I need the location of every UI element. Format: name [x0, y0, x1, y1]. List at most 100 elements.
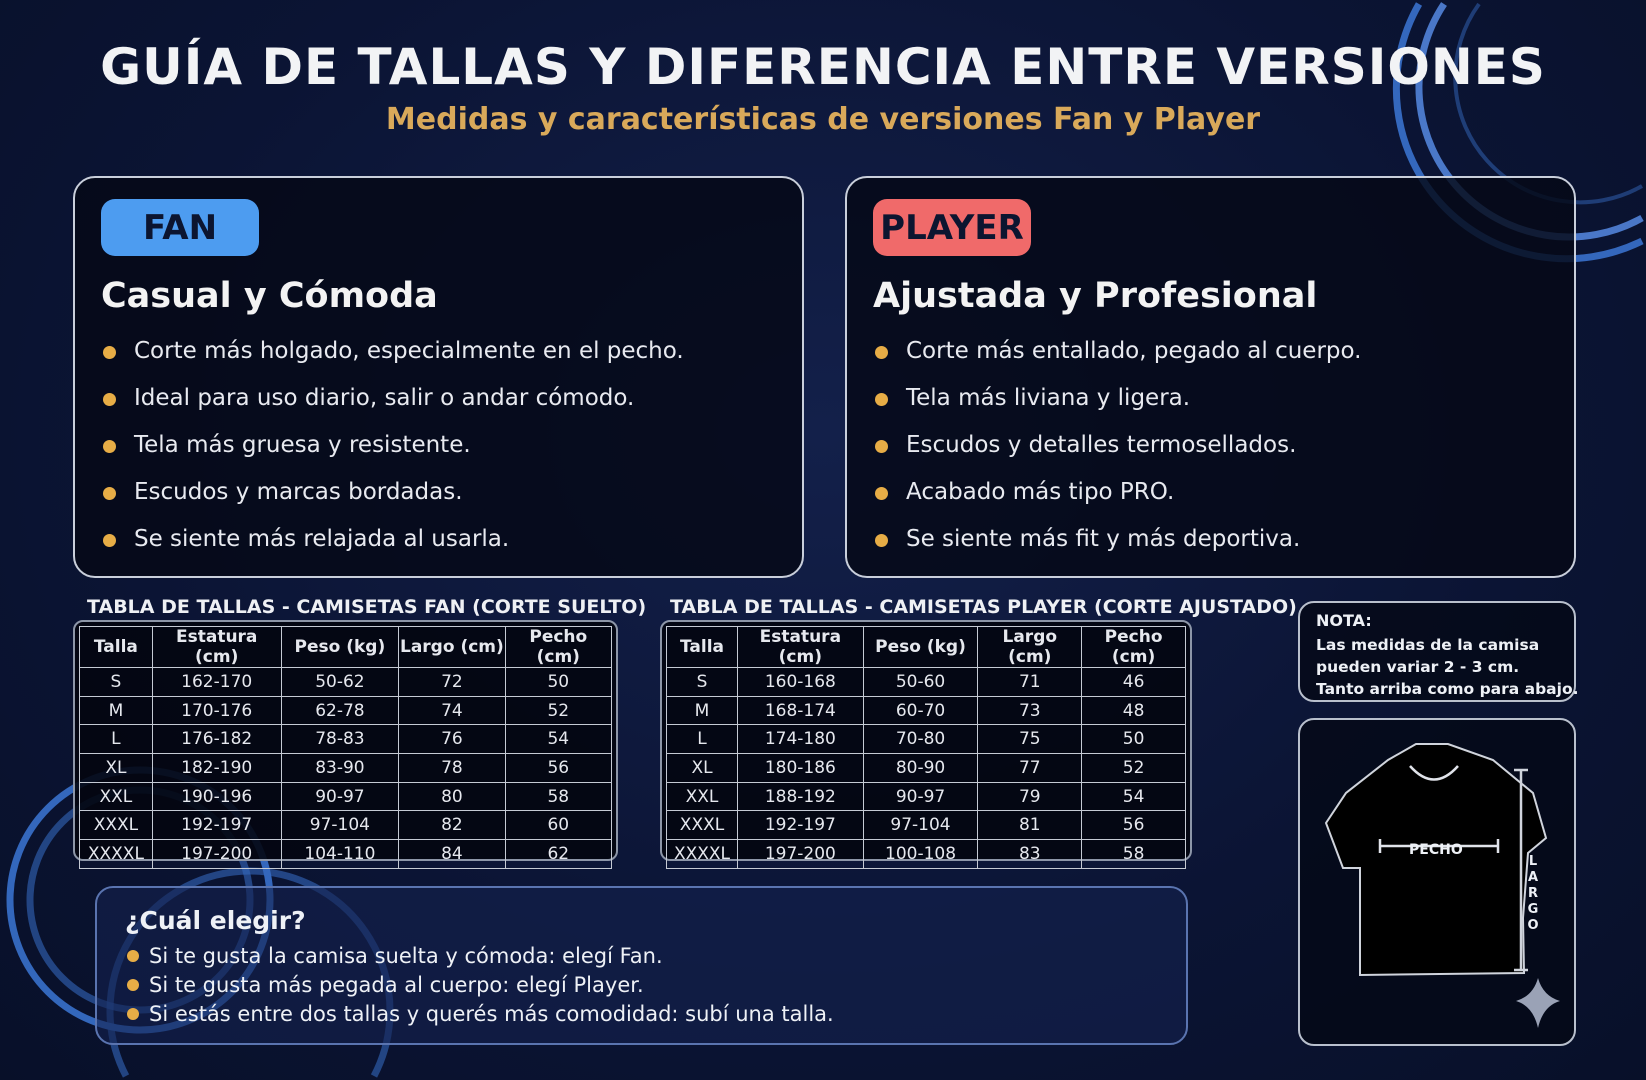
table-cell: 73 — [977, 695, 1083, 726]
bullet-icon — [875, 393, 888, 406]
table-row: XL 180-186 80-90 77 52 — [665, 753, 1186, 783]
advice-text: Si te gusta la camisa suelta y cómoda: e… — [149, 944, 663, 968]
column-header: Pecho (cm) — [504, 626, 613, 668]
list-item: Acabado más tipo PRO. — [875, 479, 1362, 526]
player-badge: PLAYER — [873, 199, 1031, 256]
list-item: Ideal para uso diario, salir o andar cóm… — [103, 385, 684, 432]
column-header: Talla — [665, 626, 739, 668]
table-header-row: Talla Estatura (cm) Peso (kg) Largo (cm) Pec… — [665, 626, 1186, 668]
table-cell: 52 — [504, 695, 613, 726]
feature-text: Acabado más tipo PRO. — [906, 479, 1175, 505]
table-row: M 168-174 60-70 73 48 — [665, 695, 1186, 726]
table-row: XXL 188-192 90-97 79 54 — [665, 781, 1186, 812]
table-cell: XXL — [79, 781, 153, 812]
table-cell: 80 — [398, 781, 506, 812]
table-cell: 90-97 — [280, 781, 400, 812]
table-cell: 60-70 — [862, 695, 979, 726]
table-cell: 50 — [1081, 724, 1186, 755]
column-header: Pecho (cm) — [1081, 626, 1186, 668]
table-cell: 50-60 — [862, 667, 979, 697]
list-item: Si estás entre dos tallas y querés más c… — [127, 1002, 834, 1031]
table-cell: 48 — [1081, 695, 1186, 726]
list-item: Corte más entallado, pegado al cuerpo. — [875, 338, 1362, 385]
list-item: Se siente más relajada al usarla. — [103, 526, 684, 573]
tshirt-diagram — [1324, 743, 1560, 1028]
note-line: Tanto arriba como para abajo. — [1316, 680, 1579, 698]
table-cell: 56 — [1081, 810, 1186, 841]
table-cell: 160-168 — [737, 667, 864, 697]
table-cell: 197-200 — [737, 839, 864, 869]
fan-card: FAN Casual y Cómoda Corte más holgado, e… — [73, 176, 804, 578]
table-cell: 180-186 — [737, 753, 864, 783]
table-cell: 100-108 — [862, 839, 979, 869]
table-cell: 192-197 — [151, 810, 282, 841]
table-cell: 192-197 — [737, 810, 864, 841]
note-label: NOTA: — [1316, 611, 1372, 630]
table-cell: 77 — [977, 753, 1083, 783]
feature-text: Tela más liviana y ligera. — [906, 385, 1191, 411]
feature-text: Escudos y marcas bordadas. — [134, 479, 463, 505]
player-heading: Ajustada y Profesional — [873, 276, 1318, 316]
bullet-icon — [127, 1008, 139, 1020]
table-row: M 170-176 62-78 74 52 — [79, 695, 613, 726]
table-cell: 70-80 — [862, 724, 979, 755]
table-cell: 79 — [977, 781, 1083, 812]
bullet-icon — [127, 950, 139, 962]
table-cell: 50 — [504, 667, 613, 697]
table-cell: 176-182 — [151, 724, 282, 755]
table-cell: 82 — [398, 810, 506, 841]
note-line: pueden variar 2 - 3 cm. — [1316, 658, 1520, 676]
table-row: XXL 190-196 90-97 80 58 — [79, 781, 613, 812]
table-cell: 81 — [977, 810, 1083, 841]
table-header-row: Talla Estatura (cm) Peso (kg) Largo (cm) Pec… — [79, 626, 613, 668]
column-header: Peso (kg) — [280, 626, 400, 668]
table-row: XXXL 192-197 97-104 81 56 — [665, 810, 1186, 841]
player-table-title: TABLA DE TALLAS - CAMISETAS PLAYER (CORT… — [670, 596, 1297, 618]
feature-text: Se siente más relajada al usarla. — [134, 526, 510, 552]
note-box: NOTA: Las medidas de la camisa pueden va… — [1298, 601, 1579, 702]
table-cell: L — [665, 724, 739, 755]
table-cell: 97-104 — [280, 810, 400, 841]
column-header: Estatura (cm) — [151, 626, 282, 668]
advice-text: Si estás entre dos tallas y querés más c… — [149, 1002, 834, 1026]
table-cell: XL — [79, 753, 153, 783]
table-cell: M — [665, 695, 739, 726]
column-header: Talla — [79, 626, 153, 668]
table-cell: 83-90 — [280, 753, 400, 783]
feature-text: Corte más holgado, especialmente en el p… — [134, 338, 684, 364]
table-cell: 90-97 — [862, 781, 979, 812]
sparkle-icon — [1516, 978, 1560, 1028]
bullet-icon — [103, 440, 116, 453]
tshirt-shape — [1324, 743, 1548, 977]
table-cell: 197-200 — [151, 839, 282, 869]
player-size-table: Talla Estatura (cm) Peso (kg) Largo (cm) Pec… — [660, 620, 1192, 869]
fan-size-table: Talla Estatura (cm) Peso (kg) Largo (cm) Pec… — [73, 620, 618, 869]
advice-text: Si te gusta más pegada al cuerpo: elegí … — [149, 973, 644, 997]
table-cell: 71 — [977, 667, 1083, 697]
table-row: L 174-180 70-80 75 50 — [665, 724, 1186, 755]
table-cell: XXXXL — [79, 839, 153, 869]
page-subtitle: Medidas y características de versiones F… — [385, 102, 1261, 137]
table-cell: 52 — [1081, 753, 1186, 783]
table-cell: 76 — [398, 724, 506, 755]
fan-heading: Casual y Cómoda — [101, 276, 438, 316]
fan-features: Corte más holgado, especialmente en el p… — [103, 338, 684, 573]
table-cell: 54 — [504, 724, 613, 755]
list-item: Escudos y marcas bordadas. — [103, 479, 684, 526]
chest-measure-line — [1378, 839, 1500, 853]
feature-text: Tela más gruesa y resistente. — [134, 432, 471, 458]
list-item: Si te gusta más pegada al cuerpo: elegí … — [127, 973, 834, 1002]
bullet-icon — [103, 534, 116, 547]
feature-text: Corte más entallado, pegado al cuerpo. — [906, 338, 1362, 364]
table-cell: 83 — [977, 839, 1083, 869]
list-item: Se siente más fit y más deportiva. — [875, 526, 1362, 573]
table-cell: XXXXL — [665, 839, 739, 869]
list-item: Tela más gruesa y resistente. — [103, 432, 684, 479]
bullet-icon — [875, 487, 888, 500]
page-title: GUÍA DE TALLAS Y DIFERENCIA ENTRE VERSIO… — [100, 38, 1546, 96]
column-header: Peso (kg) — [862, 626, 979, 668]
feature-text: Ideal para uso diario, salir o andar cóm… — [134, 385, 635, 411]
table-cell: 58 — [1081, 839, 1186, 869]
bullet-icon — [127, 979, 139, 991]
fan-table-title: TABLA DE TALLAS - CAMISETAS FAN (CORTE S… — [87, 596, 647, 618]
